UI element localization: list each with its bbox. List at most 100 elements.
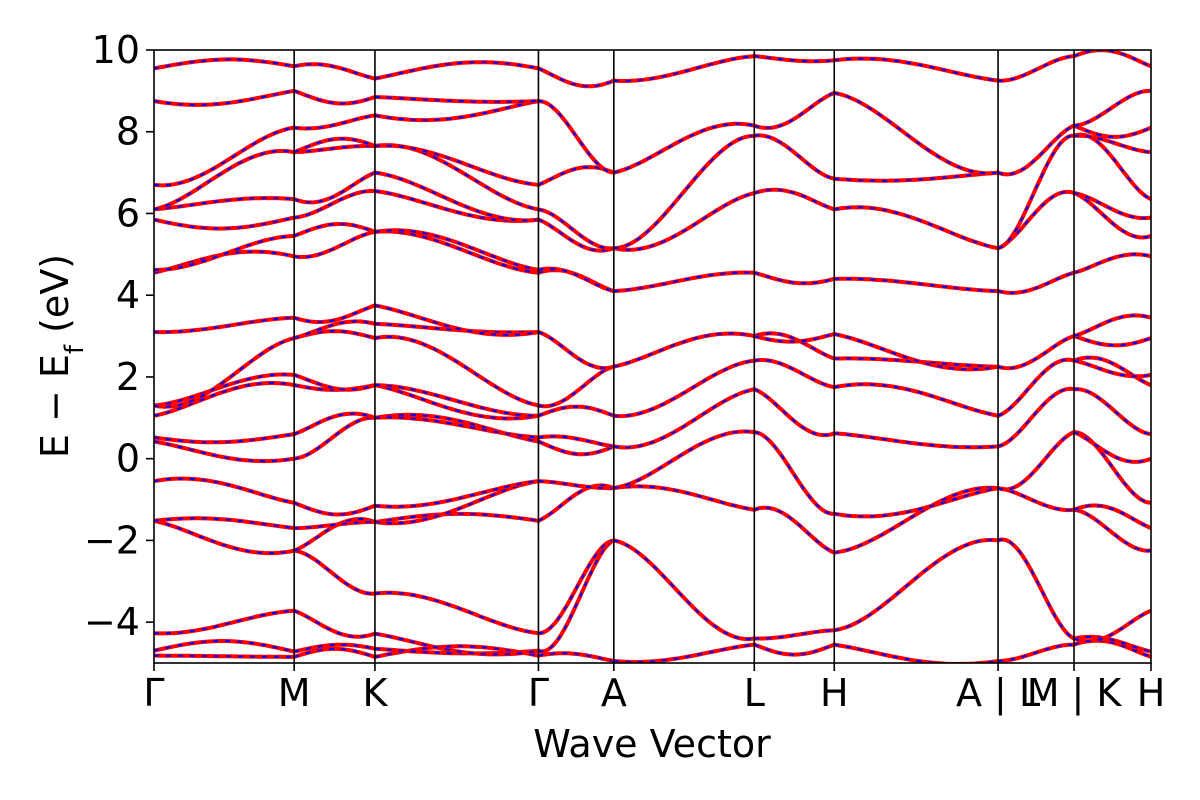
band-line bbox=[154, 476, 297, 505]
band-line bbox=[1072, 387, 1151, 437]
band-line-dashed bbox=[374, 322, 539, 334]
band-line-dashed bbox=[1073, 504, 1151, 530]
band-line bbox=[1072, 430, 1151, 464]
band-line-dashed bbox=[834, 643, 999, 663]
band-line-dashed bbox=[1073, 192, 1151, 220]
band-line bbox=[536, 99, 616, 175]
band-line-dashed bbox=[374, 100, 539, 122]
band-line-dashed bbox=[613, 485, 755, 511]
band-line-dashed bbox=[1073, 50, 1151, 68]
band-line-dashed bbox=[538, 435, 614, 448]
x-tick-label: K bbox=[362, 671, 388, 715]
band-line-dashed bbox=[997, 358, 1075, 417]
band-line-dashed bbox=[754, 55, 835, 63]
band-line-dashed bbox=[834, 206, 999, 250]
band-line-dashed bbox=[294, 144, 375, 154]
band-line-dashed bbox=[613, 122, 755, 174]
band-line-dashed bbox=[1073, 388, 1151, 436]
y-axis-title: E − Ef (eV) bbox=[33, 254, 90, 458]
band-line bbox=[292, 303, 377, 324]
band-line-dashed bbox=[537, 484, 615, 522]
band-line-dashed bbox=[293, 223, 376, 237]
band-line-dashed bbox=[1073, 635, 1151, 653]
band-line-dashed bbox=[754, 271, 835, 285]
band-line-dashed bbox=[294, 521, 375, 530]
y-axis: −4 −2 0 2 4 6 8 10 bbox=[84, 28, 154, 644]
band-line-dashed bbox=[997, 487, 1075, 512]
band-line-dashed bbox=[834, 333, 999, 371]
band-line bbox=[832, 382, 1001, 418]
band-line bbox=[752, 430, 837, 516]
band-line-dashed bbox=[538, 267, 615, 293]
y-axis-title-unit: (eV) bbox=[33, 254, 77, 345]
band-line bbox=[611, 387, 757, 450]
band-line-dashed bbox=[997, 335, 1075, 370]
band-line-dashed bbox=[154, 382, 295, 417]
y-tick-label: −2 bbox=[84, 518, 140, 562]
band-line-dashed bbox=[538, 365, 615, 408]
band-line-dashed bbox=[1073, 431, 1151, 463]
band-line-dashed bbox=[834, 383, 999, 417]
band-line-dashed bbox=[613, 134, 755, 250]
band-line-dashed bbox=[374, 480, 539, 508]
band-line-dashed bbox=[753, 506, 835, 554]
band-line-dashed bbox=[998, 643, 1075, 662]
band-line-dashed bbox=[754, 431, 835, 515]
band-line-dashed bbox=[374, 61, 539, 80]
band-line-dashed bbox=[374, 591, 539, 635]
band-line-dashed bbox=[294, 189, 375, 219]
band-line-dashed bbox=[538, 652, 615, 662]
band-line bbox=[611, 331, 757, 369]
band-line-dashed bbox=[834, 57, 999, 82]
band-line bbox=[611, 642, 757, 663]
band-line bbox=[832, 537, 1001, 633]
band-line-dashed bbox=[753, 388, 835, 437]
band-line bbox=[372, 479, 541, 509]
band-line-dashed bbox=[154, 234, 295, 271]
band-line bbox=[292, 170, 377, 205]
band-line-dashed bbox=[1073, 359, 1151, 378]
band-line-dashed bbox=[293, 609, 376, 638]
band-line-dashed bbox=[538, 218, 615, 252]
band-line-dashed bbox=[613, 55, 755, 83]
band-line bbox=[154, 608, 297, 636]
band-line bbox=[154, 439, 297, 464]
band-line bbox=[292, 415, 377, 461]
band-line-dashed bbox=[1073, 314, 1151, 338]
band-line-dashed bbox=[997, 431, 1075, 491]
band-line bbox=[154, 88, 297, 107]
band-line-dashed bbox=[293, 137, 376, 154]
band-line-dashed bbox=[293, 373, 376, 391]
band-line-dashed bbox=[374, 384, 539, 420]
band-line-dashed bbox=[753, 332, 835, 360]
band-line-dashed bbox=[293, 412, 376, 436]
band-line-dashed bbox=[374, 384, 539, 417]
band-line-dashed bbox=[834, 538, 999, 632]
band-line-dashed bbox=[753, 91, 835, 129]
band-line bbox=[832, 90, 1001, 176]
band-line-dashed bbox=[613, 388, 755, 449]
band-line-dashed bbox=[1073, 89, 1151, 127]
band-line bbox=[996, 486, 1076, 513]
band-line bbox=[752, 270, 837, 286]
band-line-dashed bbox=[293, 517, 376, 552]
band-line-dashed bbox=[154, 337, 295, 408]
y-tick-label: 8 bbox=[116, 110, 140, 154]
band-line-dashed bbox=[374, 190, 539, 223]
band-line bbox=[752, 505, 837, 555]
band-line-dashed bbox=[754, 629, 835, 640]
band-line-dashed bbox=[374, 632, 539, 656]
band-line-dashed bbox=[374, 512, 539, 523]
band-line-dashed bbox=[293, 171, 376, 204]
band-line bbox=[996, 270, 1076, 295]
band-line-dashed bbox=[1073, 134, 1151, 154]
band-line bbox=[611, 358, 757, 419]
band-line bbox=[832, 56, 1001, 83]
x-tick-label: L bbox=[744, 671, 765, 715]
band-line-dashed bbox=[613, 332, 755, 368]
band-line bbox=[292, 548, 377, 596]
band-line-dashed bbox=[294, 114, 376, 130]
band-line bbox=[536, 483, 616, 523]
band-line bbox=[372, 229, 541, 275]
band-line-dashed bbox=[754, 333, 835, 343]
